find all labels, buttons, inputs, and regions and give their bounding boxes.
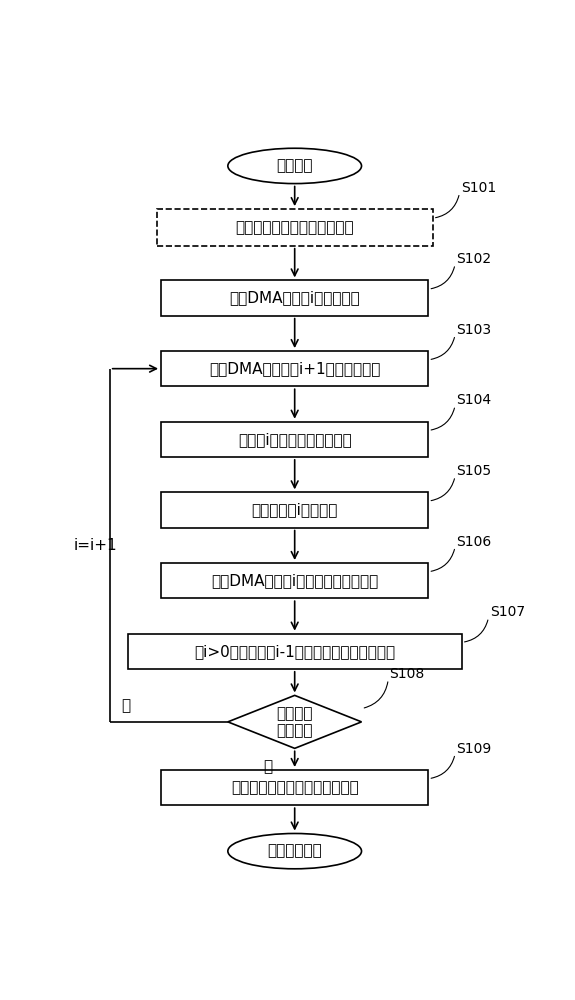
Bar — [161, 351, 428, 386]
Bar — [156, 209, 433, 246]
Text: S103: S103 — [457, 323, 492, 337]
Text: S105: S105 — [457, 464, 492, 478]
Bar — [161, 770, 428, 805]
Ellipse shape — [228, 833, 362, 869]
Ellipse shape — [228, 148, 362, 184]
Text: S108: S108 — [390, 667, 425, 681]
Text: 从核计算第i次的数据: 从核计算第i次的数据 — [251, 502, 338, 517]
Text: S101: S101 — [461, 181, 496, 195]
Text: 发起DMA回写第i次计算结果数据请求: 发起DMA回写第i次计算结果数据请求 — [211, 573, 378, 588]
Text: 等待最后一次计算数据回写完成: 等待最后一次计算数据回写完成 — [231, 780, 359, 795]
Text: 等待第i次数据读入加载完成: 等待第i次数据读入加载完成 — [238, 432, 351, 447]
Text: 是否继续
取值计算: 是否继续 取值计算 — [277, 706, 313, 738]
Text: 从核开始: 从核开始 — [277, 158, 313, 173]
Text: 发起DMA读入第（i+1）次数据请求: 发起DMA读入第（i+1）次数据请求 — [209, 361, 381, 376]
Text: S104: S104 — [457, 393, 492, 407]
Bar — [128, 634, 462, 669]
Text: 从核任务结束: 从核任务结束 — [267, 844, 322, 859]
Bar — [161, 280, 428, 316]
Text: S109: S109 — [457, 742, 492, 756]
Text: 当i>0时等待第（i-1）计算结果数据回写完成: 当i>0时等待第（i-1）计算结果数据回写完成 — [194, 644, 395, 659]
Text: 发起DMA读入第i次数据请求: 发起DMA读入第i次数据请求 — [229, 291, 360, 306]
Bar — [161, 563, 428, 598]
Text: S107: S107 — [490, 605, 525, 619]
Bar — [161, 492, 428, 528]
Text: 是: 是 — [121, 698, 130, 713]
Polygon shape — [228, 695, 362, 748]
Text: 并行任务分配及从核任务绑定: 并行任务分配及从核任务绑定 — [235, 220, 354, 235]
Text: S106: S106 — [457, 535, 492, 549]
Text: S102: S102 — [457, 252, 492, 266]
Bar — [161, 422, 428, 457]
Text: i=i+1: i=i+1 — [74, 538, 118, 553]
Text: 否: 否 — [263, 759, 273, 774]
